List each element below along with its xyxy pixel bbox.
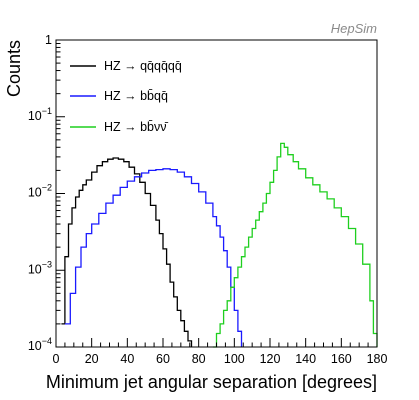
x-tick-label: 60 (156, 352, 170, 366)
series-line-3 (212, 142, 378, 348)
y-axis-title: Counts (4, 40, 24, 97)
y-tick-label: 10−4 (28, 336, 52, 353)
legend-label-3: HZ → bb̄νν̄ (104, 120, 169, 134)
y-axis-ticks: 10−4 10−3 10−2 10−1 1 (28, 33, 65, 353)
legend-label-2: HZ → bb̄qq̄ (104, 89, 168, 103)
x-tick-label: 80 (192, 352, 206, 366)
x-tick-label: 100 (224, 352, 245, 366)
y-tick-label: 10−3 (28, 259, 52, 276)
y-tick-label: 10−2 (28, 183, 52, 200)
plot-frame (55, 39, 378, 348)
x-axis-ticks: 0 20 40 60 80 100 120 140 160 180 (53, 338, 388, 366)
hepsim-watermark: HepSim (331, 21, 377, 36)
y-tick-label: 1 (45, 33, 52, 47)
x-axis-title: Minimum jet angular separation [degrees] (46, 372, 377, 392)
y-tick-label: 10−1 (28, 106, 52, 123)
series-line-1 (61, 157, 193, 347)
legend: HZ → qq̄qq̄qq̄ HZ → bb̄qq̄ HZ → bb̄νν̄ (70, 59, 182, 134)
x-tick-label: 140 (295, 352, 316, 366)
x-tick-label: 160 (331, 352, 352, 366)
x-tick-label: 0 (53, 352, 60, 366)
series-layer (61, 142, 378, 348)
series-line-2 (64, 168, 243, 347)
legend-label-1: HZ → qq̄qq̄qq̄ (104, 59, 182, 73)
x-tick-label: 20 (85, 352, 99, 366)
x-tick-label: 120 (260, 352, 281, 366)
x-tick-label: 180 (367, 352, 388, 366)
x-tick-label: 40 (120, 352, 134, 366)
